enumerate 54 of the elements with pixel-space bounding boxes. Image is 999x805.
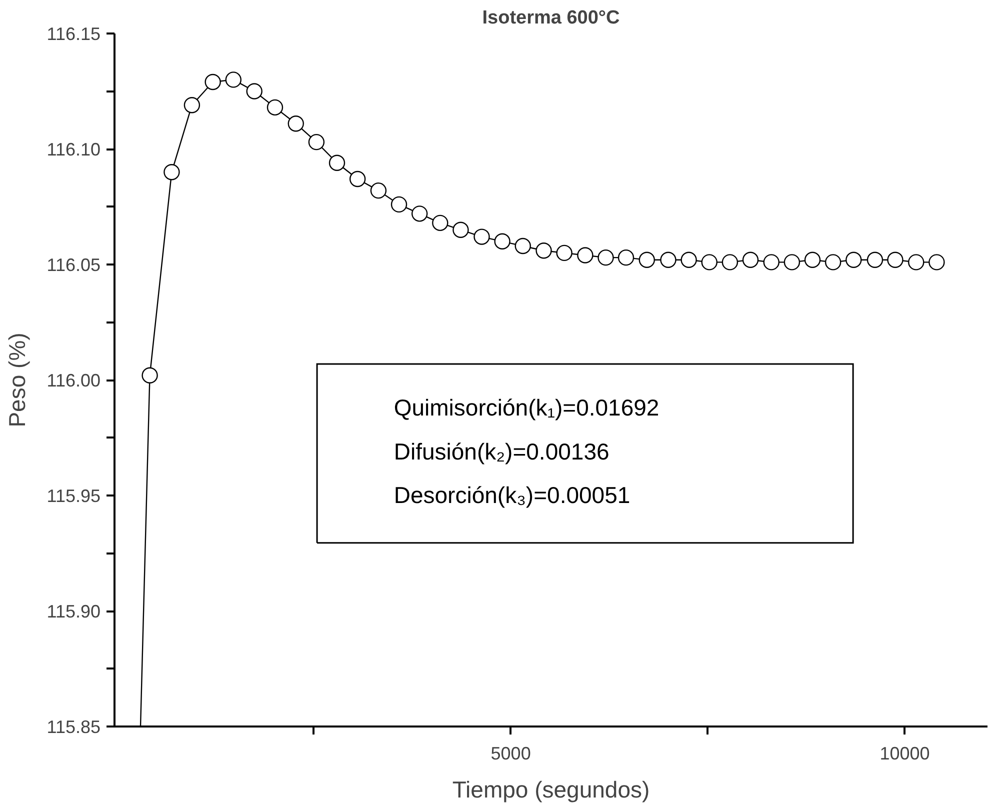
point bbox=[556, 244, 572, 262]
point bbox=[824, 254, 842, 270]
point bbox=[349, 170, 366, 188]
point bbox=[474, 228, 490, 245]
annotation: Desorción(k₃)=0.00051 bbox=[394, 482, 630, 508]
point bbox=[246, 83, 262, 100]
point bbox=[887, 252, 904, 268]
point bbox=[680, 252, 697, 268]
point bbox=[452, 222, 469, 238]
point bbox=[266, 99, 284, 116]
y-tick-label: 116.05 bbox=[46, 255, 100, 275]
point bbox=[164, 164, 180, 180]
point bbox=[514, 238, 531, 254]
point bbox=[660, 252, 676, 268]
point bbox=[908, 254, 924, 270]
point bbox=[494, 233, 510, 250]
point bbox=[618, 249, 634, 266]
point bbox=[804, 252, 821, 268]
annotation: Quimisorción(k₁)=0.01692 bbox=[394, 394, 660, 421]
y-tick-label: 116.00 bbox=[46, 370, 100, 390]
point bbox=[370, 182, 387, 199]
point bbox=[184, 97, 200, 114]
y-tick-label: 115.90 bbox=[46, 602, 100, 622]
point bbox=[763, 254, 780, 270]
y-tick-label: 115.95 bbox=[46, 486, 100, 506]
point bbox=[536, 242, 552, 259]
point bbox=[390, 196, 408, 213]
chart-title: Isoterma 600°C bbox=[482, 8, 620, 28]
point bbox=[928, 254, 945, 270]
point bbox=[308, 134, 325, 150]
point bbox=[432, 214, 448, 232]
point bbox=[577, 247, 594, 264]
point bbox=[742, 252, 759, 268]
x-axis-title: Tiempo (segundos) bbox=[452, 776, 650, 802]
point bbox=[638, 252, 655, 268]
y-tick-label: 116.15 bbox=[46, 24, 100, 44]
point bbox=[701, 254, 718, 270]
y-axis-title: Peso (%) bbox=[4, 332, 30, 428]
point bbox=[866, 252, 884, 268]
y-tick-label: 116.10 bbox=[46, 140, 100, 160]
y-tick-label: 115.85 bbox=[46, 717, 100, 737]
point bbox=[784, 254, 800, 270]
x-tick-label: 10000 bbox=[880, 744, 930, 764]
point bbox=[225, 72, 242, 88]
point bbox=[598, 249, 614, 266]
point bbox=[328, 154, 346, 171]
point bbox=[142, 367, 158, 384]
x-tick-label: 5000 bbox=[490, 744, 531, 764]
point bbox=[411, 206, 428, 222]
point bbox=[204, 74, 221, 90]
point bbox=[722, 254, 738, 270]
point bbox=[846, 252, 862, 268]
annotation: Difusión(k₂)=0.00136 bbox=[394, 438, 610, 464]
point bbox=[288, 116, 304, 132]
